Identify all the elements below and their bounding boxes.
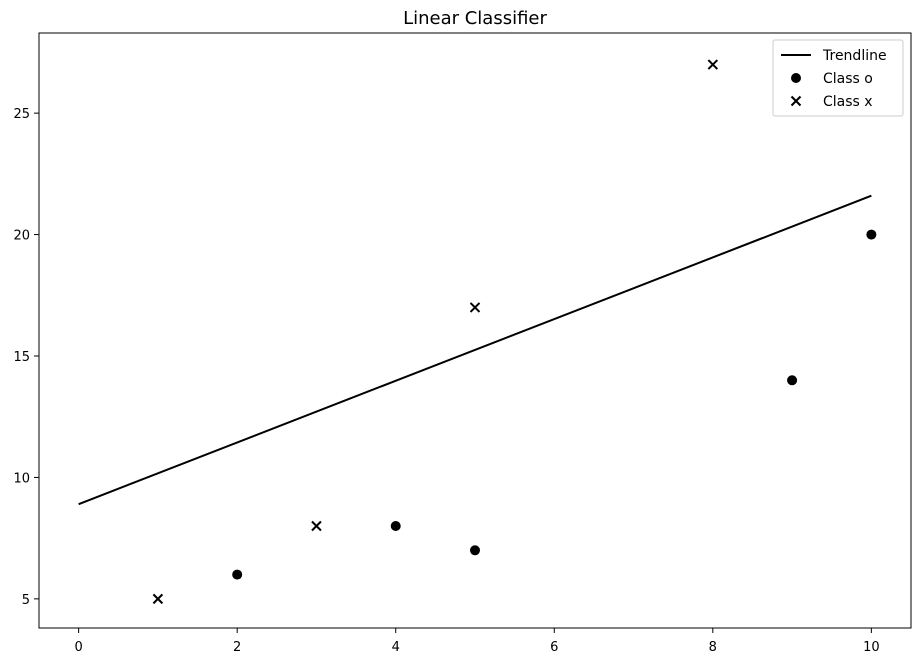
y-tick-label: 15	[13, 350, 30, 365]
x-tick-label: 8	[709, 640, 717, 655]
plot-frame	[38, 32, 912, 629]
class-x-point	[311, 520, 322, 532]
legend-label: Class o	[823, 71, 873, 87]
y-tick-label: 5	[22, 593, 30, 608]
legend-label: Class x	[823, 94, 873, 110]
legend: Trendline Class o Class x	[772, 39, 904, 117]
axes: 0 2 4 6 8 10 5 10 15 20 25	[13, 107, 879, 655]
class-x-point	[152, 593, 164, 605]
class-x-point	[707, 59, 719, 70]
y-tick-label: 20	[13, 229, 30, 244]
x-tick-label: 10	[863, 640, 880, 655]
y-tick-label: 25	[13, 107, 30, 122]
legend-circle-swatch	[791, 73, 801, 83]
trendline	[78, 194, 872, 506]
class-x-point	[469, 302, 481, 313]
class-o-point	[232, 569, 243, 580]
y-tick-label: 10	[13, 471, 30, 486]
class-o-point	[866, 229, 877, 240]
x-tick-label: 6	[550, 640, 558, 655]
x-tick-label: 4	[392, 640, 400, 655]
x-tick-label: 0	[74, 640, 82, 655]
legend-box	[772, 39, 904, 117]
legend-x-swatch	[790, 95, 802, 107]
chart-title: Linear Classifier	[403, 8, 547, 29]
class-o-point	[390, 521, 401, 531]
class-o-point	[787, 375, 798, 386]
legend-label: Trendline	[822, 48, 887, 64]
chart-marks	[78, 59, 877, 605]
class-o-point	[470, 545, 480, 556]
x-tick-label: 2	[233, 640, 241, 655]
